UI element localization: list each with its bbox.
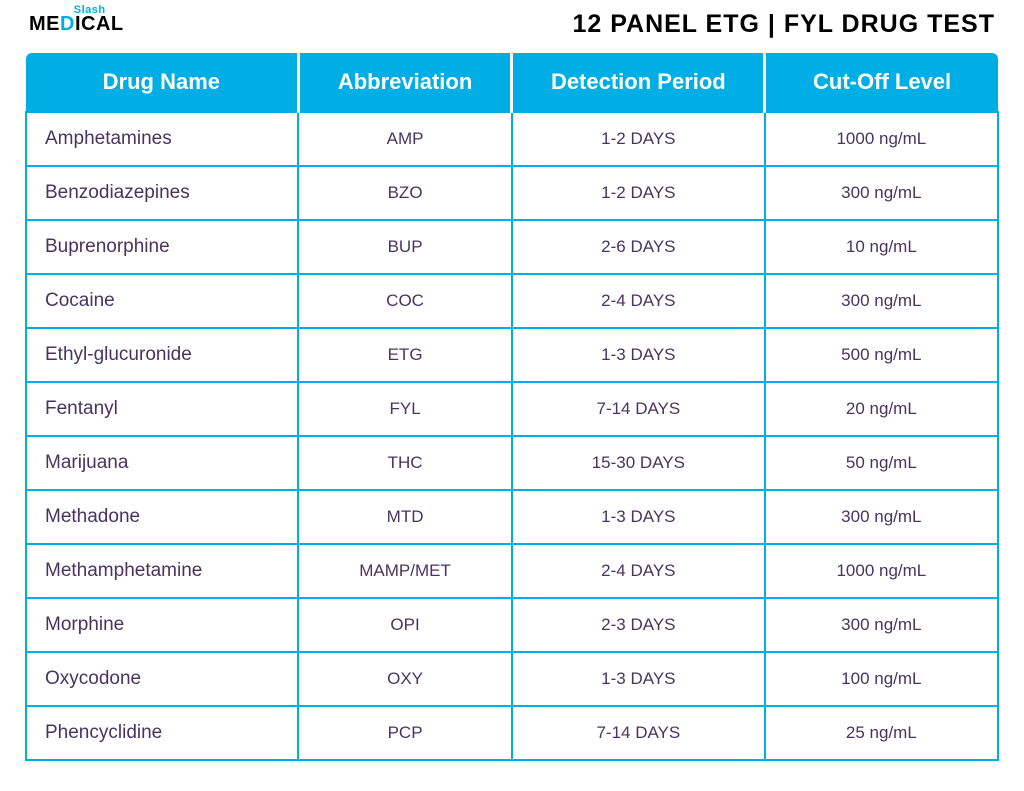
cell-detect: 15-30 DAYS (512, 436, 765, 490)
cell-name: Benzodiazepines (26, 166, 298, 220)
brand-post: CAL (81, 13, 124, 35)
col-header-cutoff: Cut-Off Level (765, 53, 998, 112)
cell-abbrev: THC (298, 436, 512, 490)
cell-detect: 2-6 DAYS (512, 220, 765, 274)
brand-pre: ME (29, 13, 60, 35)
cell-name: Morphine (26, 598, 298, 652)
cell-abbrev: MTD (298, 490, 512, 544)
cell-cutoff: 50 ng/mL (765, 436, 998, 490)
cell-detect: 1-2 DAYS (512, 112, 765, 166)
cell-cutoff: 300 ng/mL (765, 490, 998, 544)
table-header-row: Drug Name Abbreviation Detection Period … (26, 53, 998, 112)
cell-abbrev: COC (298, 274, 512, 328)
cell-detect: 1-3 DAYS (512, 328, 765, 382)
table-row: OxycodoneOXY1-3 DAYS100 ng/mL (26, 652, 998, 706)
table-row: MethadoneMTD1-3 DAYS300 ng/mL (26, 490, 998, 544)
cell-name: Oxycodone (26, 652, 298, 706)
col-header-abbrev: Abbreviation (298, 53, 512, 112)
cell-detect: 2-4 DAYS (512, 274, 765, 328)
col-header-name: Drug Name (26, 53, 298, 112)
table-row: BuprenorphineBUP2-6 DAYS10 ng/mL (26, 220, 998, 274)
table-row: MorphineOPI2-3 DAYS300 ng/mL (26, 598, 998, 652)
brand-logo-text: Slash MEDICAL (29, 15, 124, 34)
cell-cutoff: 20 ng/mL (765, 382, 998, 436)
cell-cutoff: 300 ng/mL (765, 598, 998, 652)
cell-cutoff: 500 ng/mL (765, 328, 998, 382)
cell-detect: 1-3 DAYS (512, 490, 765, 544)
cell-abbrev: FYL (298, 382, 512, 436)
table-row: AmphetaminesAMP1-2 DAYS1000 ng/mL (26, 112, 998, 166)
cell-abbrev: MAMP/MET (298, 544, 512, 598)
drug-test-table: Drug Name Abbreviation Detection Period … (25, 53, 999, 761)
cell-name: Marijuana (26, 436, 298, 490)
cell-name: Buprenorphine (26, 220, 298, 274)
table-row: FentanylFYL7-14 DAYS20 ng/mL (26, 382, 998, 436)
cell-abbrev: BZO (298, 166, 512, 220)
header-row: Slash MEDICAL 12 PANEL ETG | FYL DRUG TE… (25, 10, 999, 39)
cell-name: Methadone (26, 490, 298, 544)
cell-name: Methamphetamine (26, 544, 298, 598)
cell-cutoff: 300 ng/mL (765, 274, 998, 328)
cell-abbrev: PCP (298, 706, 512, 760)
cell-cutoff: 300 ng/mL (765, 166, 998, 220)
cell-detect: 1-2 DAYS (512, 166, 765, 220)
cell-abbrev: AMP (298, 112, 512, 166)
cell-name: Phencyclidine (26, 706, 298, 760)
cell-detect: 7-14 DAYS (512, 382, 765, 436)
cell-name: Ethyl-glucuronide (26, 328, 298, 382)
cell-detect: 1-3 DAYS (512, 652, 765, 706)
cell-cutoff: 100 ng/mL (765, 652, 998, 706)
cell-detect: 2-3 DAYS (512, 598, 765, 652)
table-header: Drug Name Abbreviation Detection Period … (26, 53, 998, 112)
cell-name: Fentanyl (26, 382, 298, 436)
table-row: PhencyclidinePCP7-14 DAYS25 ng/mL (26, 706, 998, 760)
table-row: MethamphetamineMAMP/MET2-4 DAYS1000 ng/m… (26, 544, 998, 598)
col-header-detect: Detection Period (512, 53, 765, 112)
cell-abbrev: OPI (298, 598, 512, 652)
cell-abbrev: ETG (298, 328, 512, 382)
cell-cutoff: 1000 ng/mL (765, 112, 998, 166)
brand-slash: Slash (74, 5, 106, 15)
table-row: Ethyl-glucuronideETG1-3 DAYS500 ng/mL (26, 328, 998, 382)
cell-cutoff: 25 ng/mL (765, 706, 998, 760)
brand-logo: Slash MEDICAL (29, 15, 124, 34)
table-body: AmphetaminesAMP1-2 DAYS1000 ng/mLBenzodi… (26, 112, 998, 760)
cell-abbrev: OXY (298, 652, 512, 706)
brand-accent: D (60, 13, 75, 35)
cell-name: Cocaine (26, 274, 298, 328)
page-title: 12 PANEL ETG | FYL DRUG TEST (572, 10, 995, 39)
table-row: CocaineCOC2-4 DAYS300 ng/mL (26, 274, 998, 328)
cell-cutoff: 10 ng/mL (765, 220, 998, 274)
cell-detect: 2-4 DAYS (512, 544, 765, 598)
cell-detect: 7-14 DAYS (512, 706, 765, 760)
cell-abbrev: BUP (298, 220, 512, 274)
table-row: BenzodiazepinesBZO1-2 DAYS300 ng/mL (26, 166, 998, 220)
table-row: MarijuanaTHC15-30 DAYS50 ng/mL (26, 436, 998, 490)
cell-name: Amphetamines (26, 112, 298, 166)
cell-cutoff: 1000 ng/mL (765, 544, 998, 598)
